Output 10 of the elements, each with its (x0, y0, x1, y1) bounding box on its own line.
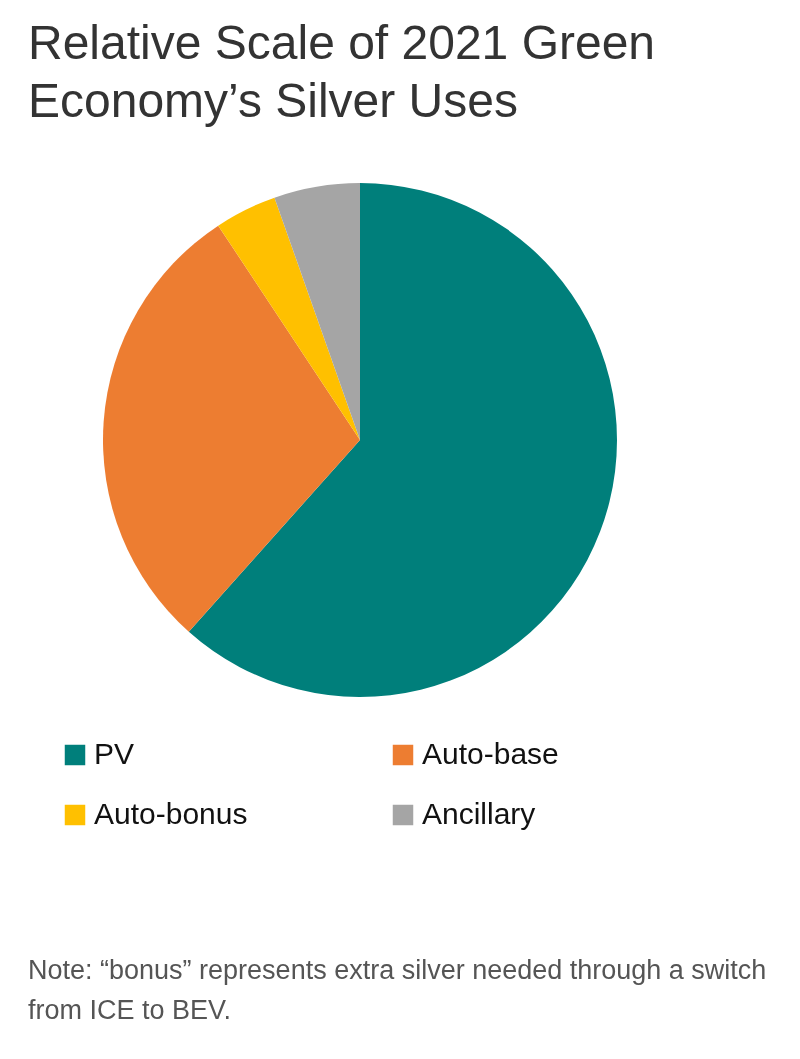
legend-label: Auto-bonus (94, 797, 248, 830)
chart-title: Relative Scale of 2021 Green Economy’s Silver Uses (28, 15, 657, 129)
pie-slice (218, 197, 360, 440)
pie-slice (274, 183, 360, 440)
pie-slice (103, 225, 360, 632)
legend-label: Auto-base (422, 737, 559, 770)
pie-slice (188, 183, 617, 697)
legend-label: PV (94, 737, 135, 770)
text: Note: “bonus” represents extra silver needed through a switch from ICE to BEV. (28, 954, 768, 1027)
legend-label: Ancillary (422, 797, 536, 830)
